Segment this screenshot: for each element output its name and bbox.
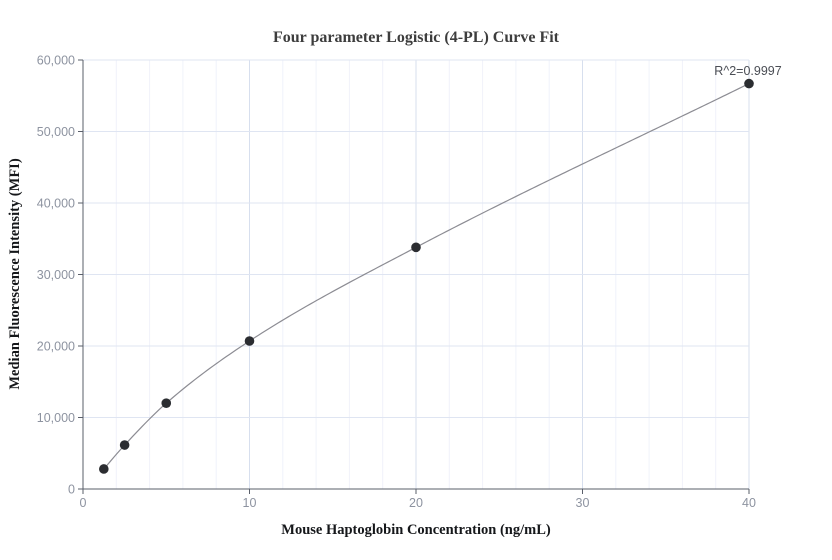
x-axis-label: Mouse Haptoglobin Concentration (ng/mL)	[281, 522, 551, 538]
data-point	[411, 242, 421, 253]
x-tick-label: 30	[576, 496, 590, 510]
data-point	[244, 336, 255, 346]
grid-layer	[83, 59, 750, 489]
x-tick-label: 10	[243, 496, 257, 510]
data-point	[161, 398, 172, 409]
y-tick-label: 10,000	[37, 411, 75, 425]
x-tick-label: 0	[80, 496, 87, 510]
y-tick-label: 60,000	[37, 54, 75, 68]
r-squared-annotation: R^2=0.9997	[714, 64, 781, 78]
y-tick-label: 0	[68, 483, 75, 497]
data-point	[119, 440, 130, 450]
fit-curve	[103, 83, 750, 470]
data-point	[744, 78, 754, 89]
chart-title: Four parameter Logistic (4-PL) Curve Fit	[273, 29, 560, 46]
x-tick-label: 20	[409, 496, 423, 510]
y-tick-label: 30,000	[37, 268, 75, 282]
y-tick-label: 40,000	[37, 197, 75, 211]
y-tick-label: 50,000	[37, 125, 75, 139]
y-tick-label: 20,000	[37, 340, 75, 354]
series-layer	[99, 78, 754, 474]
axes-layer: 0 10 20 30 40 0 10,000 20,000 30,000 40,000 50,000…	[37, 54, 756, 511]
y-axis-label: Median Fluorescence Intensity (MFI)	[7, 158, 23, 389]
x-tick-label: 40	[742, 496, 756, 510]
data-point	[99, 464, 109, 474]
